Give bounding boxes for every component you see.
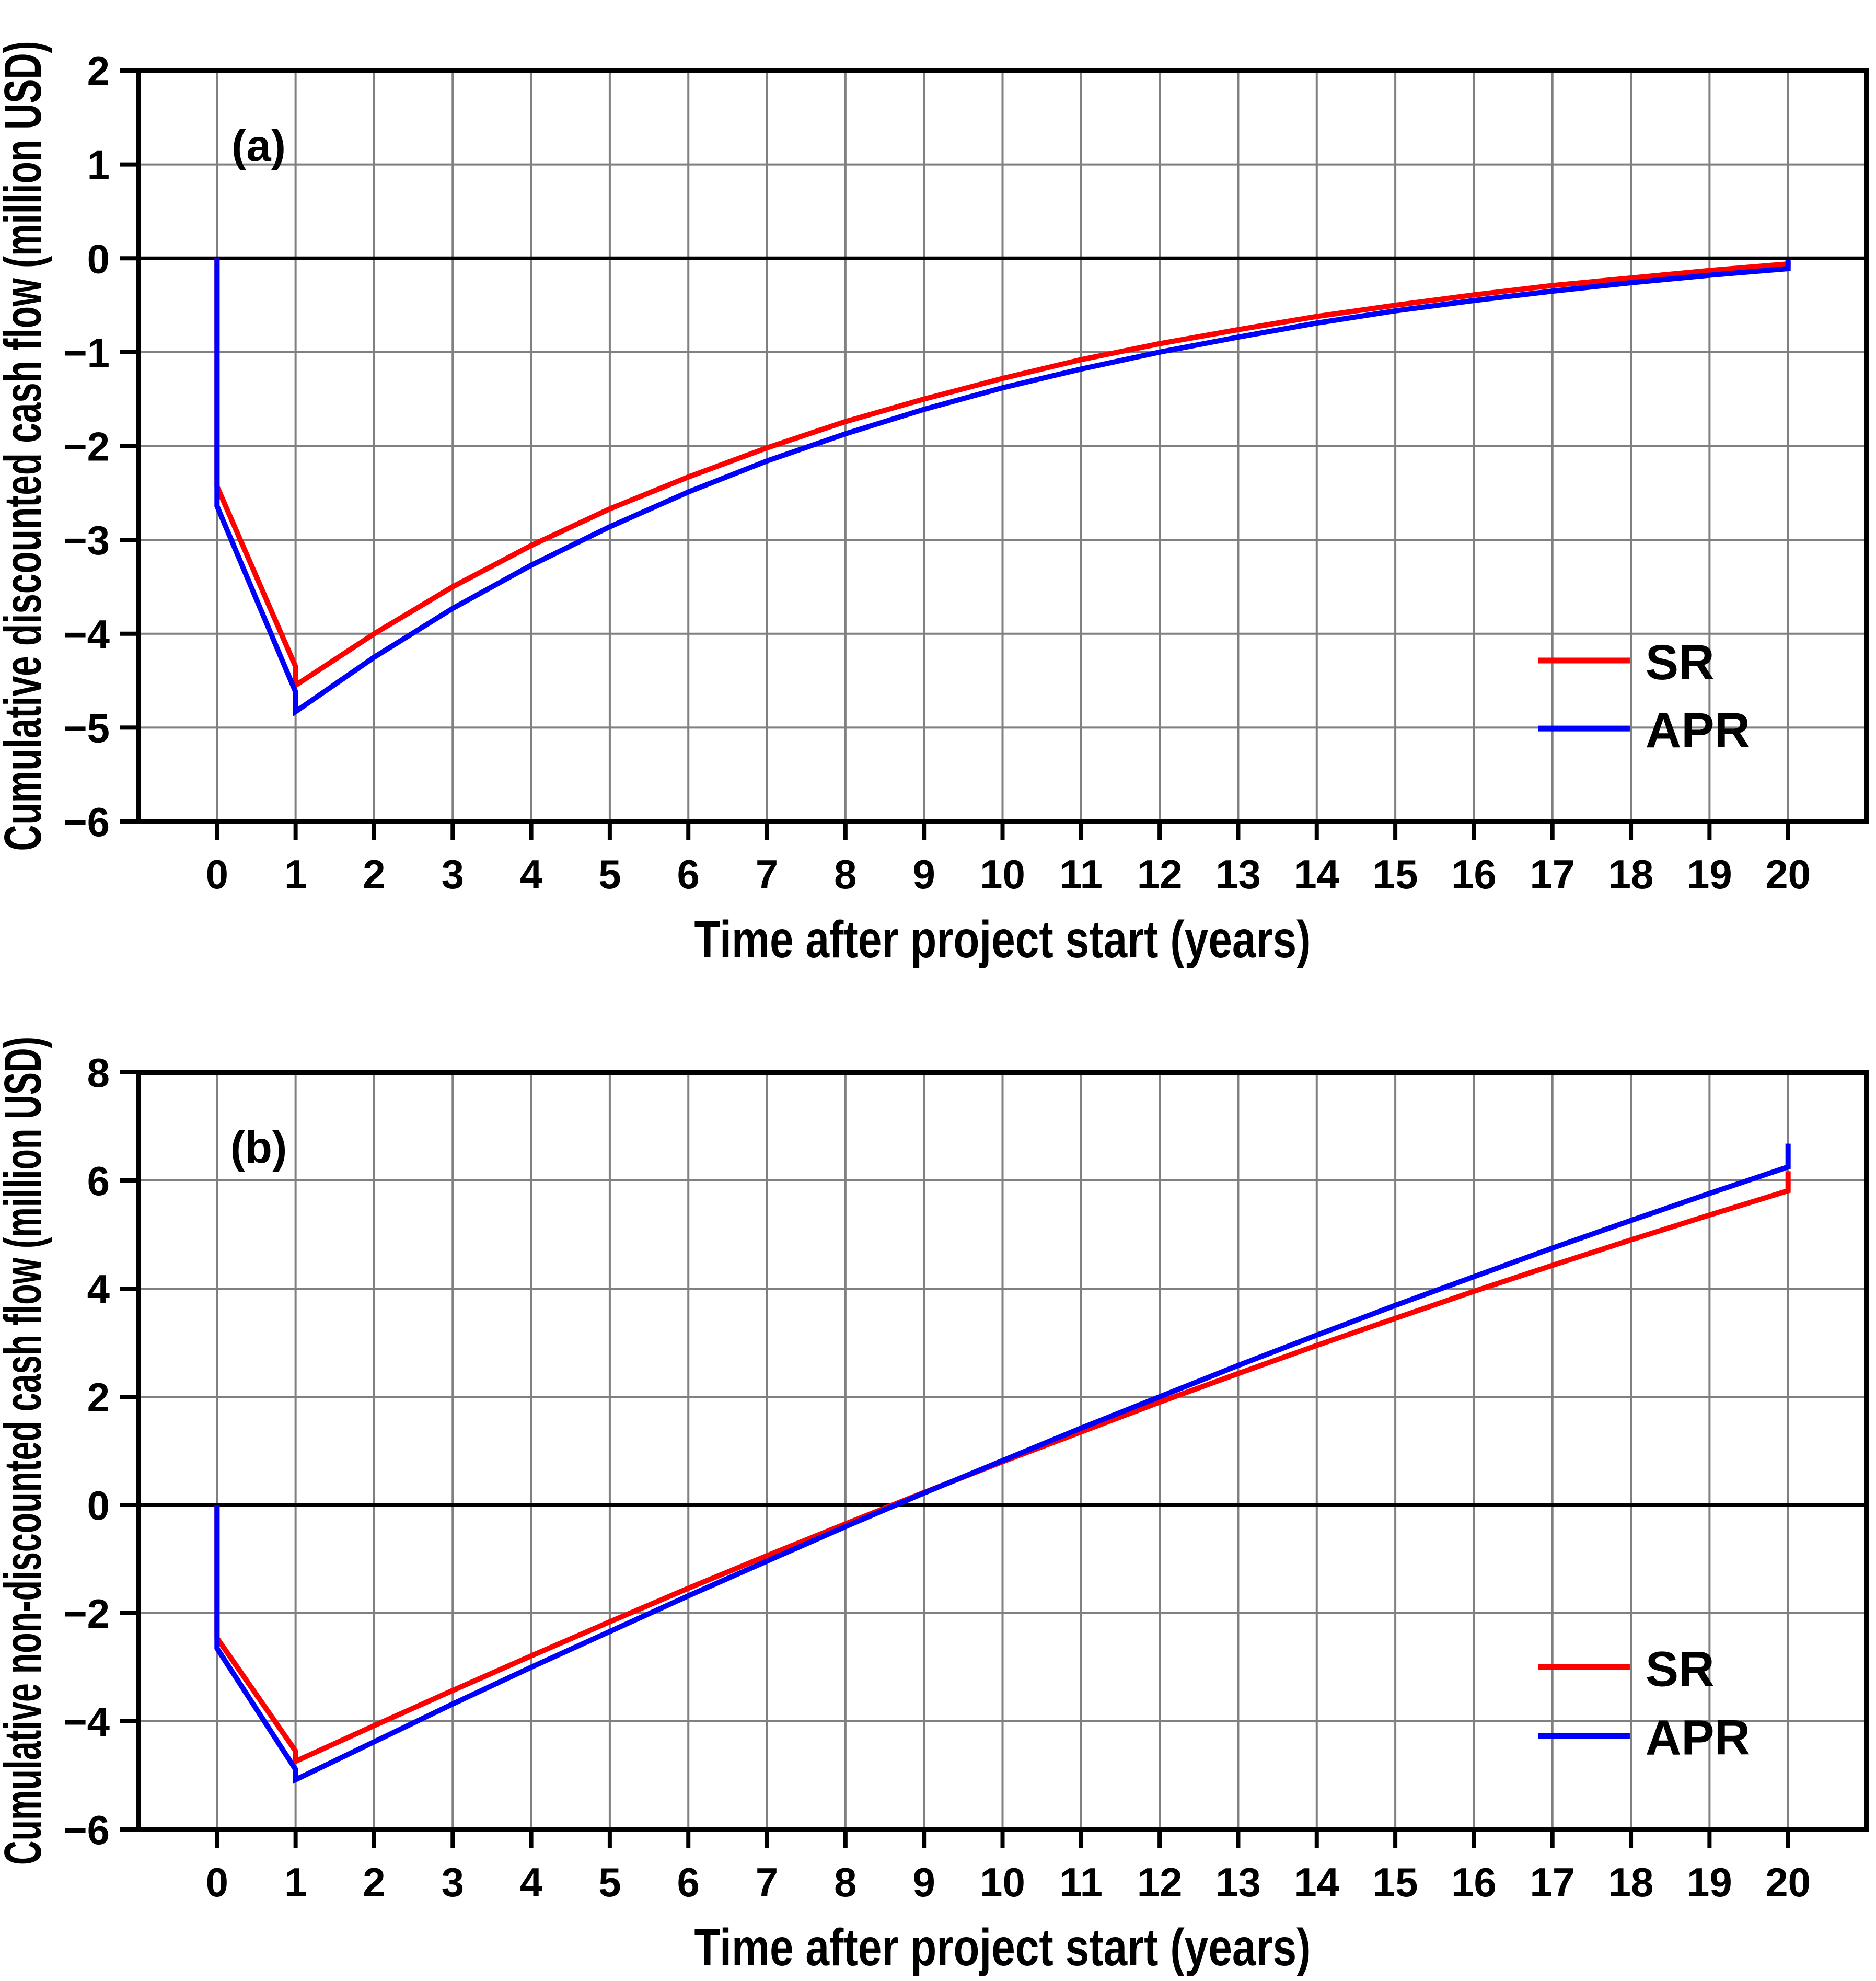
- legend-label: APR: [1646, 703, 1751, 758]
- x-tick-label: 7: [756, 851, 778, 897]
- legend-label: SR: [1646, 1641, 1715, 1697]
- series-line-sr: [214, 258, 1791, 690]
- x-tick-label: 13: [1215, 1859, 1261, 1905]
- y-tick-label: 2: [87, 48, 110, 94]
- legend: SR APR: [1538, 635, 1751, 758]
- y-tick-label: −6: [63, 799, 110, 845]
- x-tick-label: 0: [206, 851, 228, 897]
- x-tick-label: 6: [677, 851, 700, 897]
- y-axis-label: Cumulative discounted cash flow (million…: [0, 41, 52, 851]
- x-tick-label: 13: [1215, 851, 1261, 897]
- x-tick-label: 6: [677, 1859, 700, 1905]
- x-tick-label: 18: [1608, 1859, 1654, 1905]
- x-tick-label: 10: [980, 1859, 1025, 1905]
- x-tick-label: 5: [598, 1859, 621, 1905]
- series-line-apr: [214, 258, 1791, 717]
- y-tick-label: 2: [87, 1374, 110, 1420]
- y-tick-label: −6: [63, 1807, 110, 1853]
- y-tick-label: −5: [63, 705, 110, 751]
- y-tick-label: −3: [63, 517, 110, 563]
- y-tick-label: −4: [63, 611, 110, 657]
- y-tick-label: −4: [63, 1699, 110, 1745]
- x-tick-label: 15: [1373, 1859, 1418, 1905]
- x-axis-label: Time after project start (years): [694, 910, 1311, 969]
- x-tick-label: 10: [980, 851, 1025, 897]
- x-tick-label: 18: [1608, 851, 1654, 897]
- x-tick-label: 3: [442, 1859, 464, 1905]
- x-tick-label: 19: [1687, 1859, 1732, 1905]
- x-tick-label: 3: [442, 851, 464, 897]
- x-tick-label: 16: [1451, 1859, 1497, 1905]
- x-tick-label: 1: [284, 851, 307, 897]
- panel-label: (b): [230, 1123, 287, 1173]
- x-tick-label: 9: [912, 851, 935, 897]
- panel-label: (a): [231, 121, 286, 171]
- x-tick-label: 12: [1137, 1859, 1183, 1905]
- y-tick-label: 1: [87, 142, 110, 188]
- y-tick-label: −1: [63, 330, 110, 376]
- y-tick-label: 6: [87, 1158, 110, 1204]
- x-tick-label: 4: [520, 1859, 542, 1905]
- y-tick-label: 8: [87, 1050, 110, 1096]
- x-tick-label: 15: [1373, 851, 1418, 897]
- x-axis-label: Time after project start (years): [694, 1918, 1311, 1977]
- y-tick-label: 4: [87, 1266, 110, 1312]
- x-tick-label: 20: [1765, 851, 1811, 897]
- x-tick-label: 2: [363, 1859, 385, 1905]
- x-tick-label: 5: [598, 851, 621, 897]
- y-tick-label: −2: [63, 1591, 110, 1637]
- x-tick-label: 4: [520, 851, 542, 897]
- x-tick-label: 12: [1137, 851, 1183, 897]
- panel-a-discounted: 0 1 2 3 4 5 6 7 8 9 10 11 12 13 14 15 16 17 18 19 20210−1−2−…: [0, 41, 1869, 969]
- legend: SR APR: [1538, 1641, 1751, 1766]
- x-tick-label: 17: [1530, 1859, 1575, 1905]
- x-tick-label: 7: [756, 1859, 778, 1905]
- x-tick-label: 0: [206, 1859, 228, 1905]
- x-tick-label: 1: [284, 1859, 307, 1905]
- series-line-apr: [214, 1143, 1791, 1784]
- x-tick-label: 14: [1294, 1859, 1339, 1905]
- x-tick-label: 14: [1294, 851, 1339, 897]
- legend-label: SR: [1646, 635, 1715, 690]
- x-tick-label: 17: [1530, 851, 1575, 897]
- x-tick-label: 11: [1060, 1859, 1103, 1905]
- legend-label: APR: [1646, 1710, 1751, 1766]
- x-tick-label: 16: [1451, 851, 1497, 897]
- y-tick-label: −2: [63, 424, 110, 470]
- y-tick-label: 0: [87, 1482, 110, 1528]
- x-tick-label: 2: [363, 851, 385, 897]
- x-tick-label: 9: [912, 1859, 935, 1905]
- x-tick-label: 8: [834, 1859, 856, 1905]
- x-tick-label: 20: [1765, 1859, 1811, 1905]
- y-tick-label: 0: [87, 236, 110, 282]
- x-tick-label: 11: [1060, 851, 1103, 897]
- y-axis-label: Cumulative non-discounted cash flow (mil…: [0, 1037, 52, 1865]
- panel-b-non-discounted: 0 1 2 3 4 5 6 7 8 9 10 11 12 13 14 15 16 17 18 19 2086420−2−…: [0, 1037, 1869, 1977]
- x-tick-label: 8: [834, 851, 856, 897]
- x-tick-label: 19: [1687, 851, 1732, 897]
